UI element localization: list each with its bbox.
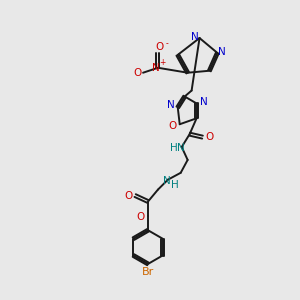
Text: N: N — [200, 98, 207, 107]
Text: O: O — [136, 212, 144, 222]
Text: H: H — [170, 143, 178, 153]
Text: H: H — [171, 180, 178, 190]
Text: O: O — [133, 68, 141, 78]
Text: N: N — [218, 47, 226, 57]
Text: O: O — [205, 132, 214, 142]
Text: N: N — [177, 143, 184, 153]
Text: O: O — [156, 42, 164, 52]
Text: N: N — [163, 176, 171, 186]
Text: N: N — [152, 63, 160, 73]
Text: -: - — [166, 40, 168, 49]
Text: N: N — [191, 32, 199, 42]
Text: O: O — [169, 121, 177, 131]
Text: +: + — [160, 58, 166, 67]
Text: N: N — [167, 100, 175, 110]
Text: O: O — [124, 190, 132, 201]
Text: Br: Br — [142, 267, 154, 277]
